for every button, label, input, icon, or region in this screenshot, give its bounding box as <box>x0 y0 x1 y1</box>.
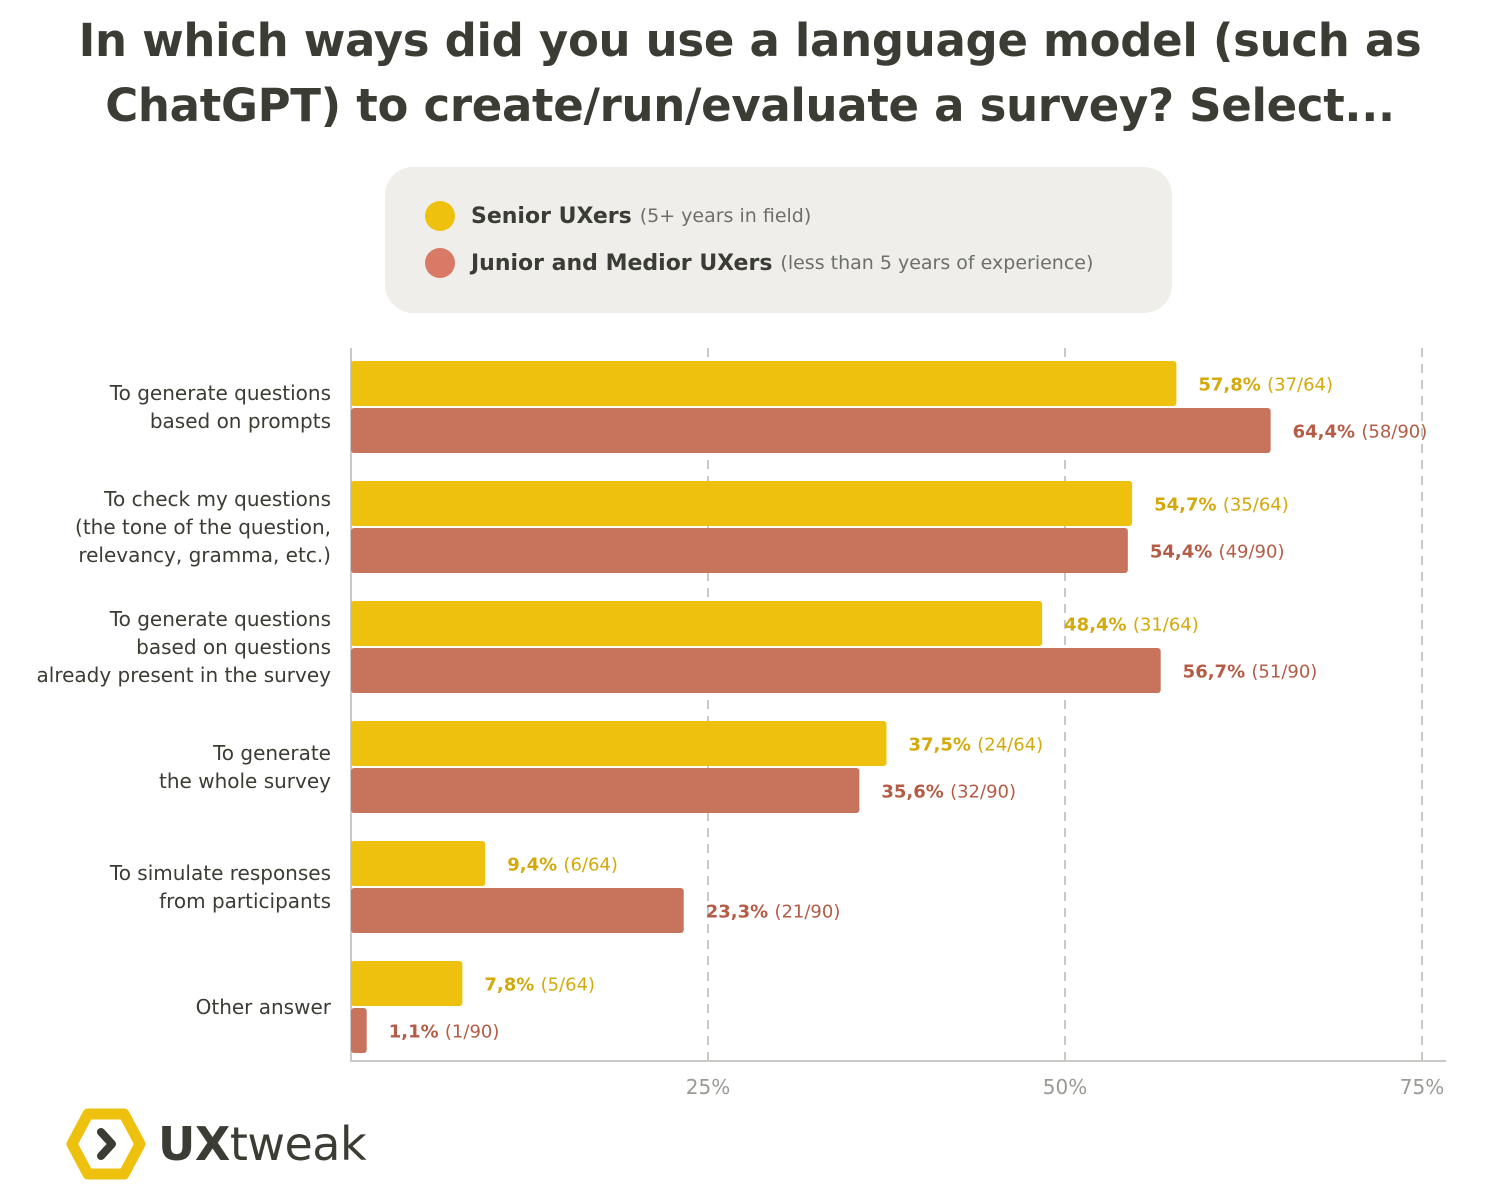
data-label-pct-junior-1: 64,4% <box>1293 422 1362 443</box>
logo-wordmark-regular: tweak <box>229 1117 367 1171</box>
data-label-senior-4: 37,5% (24/64) <box>909 735 1044 756</box>
category-label-1-line-1: To generate questions <box>109 381 331 405</box>
legend-item-junior: Junior and Medior UXers (less than 5 yea… <box>425 246 1093 280</box>
bar-senior-4 <box>351 721 887 766</box>
category-label-2-line-3: relevancy, gramma, etc.) <box>78 543 331 567</box>
bar-senior-3 <box>351 601 1043 646</box>
x-tick-label-25: 25% <box>686 1075 730 1099</box>
data-label-pct-senior-6: 7,8% <box>484 975 540 996</box>
data-label-junior-6: 1,1% (1/90) <box>389 1022 500 1043</box>
data-label-senior-1: 57,8% (37/64) <box>1198 375 1333 396</box>
category-label-4-line-1: To generate <box>212 741 331 765</box>
data-label-pct-senior-5: 9,4% <box>507 855 563 876</box>
bar-junior-5 <box>351 888 684 933</box>
data-label-pct-junior-3: 56,7% <box>1183 662 1252 683</box>
x-tick-label-50: 50% <box>1043 1075 1087 1099</box>
data-label-pct-senior-2: 54,7% <box>1154 495 1223 516</box>
data-label-pct-senior-1: 57,8% <box>1198 375 1267 396</box>
legend-note-junior: (less than 5 years of experience) <box>780 252 1094 274</box>
data-label-count-junior-2: (49/90) <box>1219 542 1285 563</box>
title-line-1: In which ways did you use a language mod… <box>78 14 1422 67</box>
bar-senior-5 <box>351 841 486 886</box>
category-label-1-line-2: based on prompts <box>150 409 331 433</box>
legend: Senior UXers (5+ years in field) Junior … <box>385 167 1172 313</box>
category-label-3-line-2: based on questions <box>136 635 331 659</box>
category-label-3-line-3: already present in the survey <box>37 663 332 687</box>
data-label-count-senior-1: (37/64) <box>1267 375 1333 396</box>
data-label-pct-senior-3: 48,4% <box>1064 615 1133 636</box>
data-label-pct-senior-4: 37,5% <box>909 735 978 756</box>
bar-junior-2 <box>351 528 1128 573</box>
bar-senior-6 <box>351 961 463 1006</box>
x-tick-label-75: 75% <box>1400 1075 1444 1099</box>
legend-label-senior: Senior UXers <box>471 203 632 229</box>
data-label-pct-junior-6: 1,1% <box>389 1022 445 1043</box>
data-label-senior-3: 48,4% (31/64) <box>1064 615 1199 636</box>
bar-junior-6 <box>351 1008 367 1053</box>
data-label-pct-junior-5: 23,3% <box>706 902 775 923</box>
logo-wordmark: UXtweak <box>158 1117 367 1171</box>
category-label-3-line-1: To generate questions <box>109 607 331 631</box>
legend-label-junior: Junior and Medior UXers <box>471 250 773 276</box>
data-label-count-junior-1: (58/90) <box>1361 422 1427 443</box>
category-label-5-line-1: To simulate responses <box>109 861 331 885</box>
category-label-5-line-2: from participants <box>159 889 331 913</box>
legend-swatch-senior <box>425 201 455 231</box>
data-label-count-senior-3: (31/64) <box>1133 615 1199 636</box>
data-label-senior-5: 9,4% (6/64) <box>507 855 618 876</box>
data-label-junior-5: 23,3% (21/90) <box>706 902 841 923</box>
data-label-senior-6: 7,8% (5/64) <box>484 975 595 996</box>
data-label-count-junior-3: (51/90) <box>1251 662 1317 683</box>
bar-junior-4 <box>351 768 860 813</box>
data-label-junior-3: 56,7% (51/90) <box>1183 662 1318 683</box>
legend-item-senior: Senior UXers (5+ years in field) <box>425 199 811 233</box>
data-label-count-junior-5: (21/90) <box>774 902 840 923</box>
data-label-count-junior-6: (1/90) <box>445 1022 499 1043</box>
data-label-senior-2: 54,7% (35/64) <box>1154 495 1289 516</box>
logo-wordmark-bold: UX <box>158 1117 230 1171</box>
data-label-pct-junior-4: 35,6% <box>881 782 950 803</box>
title-line-2: ChatGPT) to create/run/evaluate a survey… <box>105 79 1395 132</box>
data-label-count-senior-5: (6/64) <box>563 855 617 876</box>
data-label-count-junior-4: (32/90) <box>950 782 1016 803</box>
data-label-pct-junior-2: 54,4% <box>1150 542 1219 563</box>
legend-note-senior: (5+ years in field) <box>639 205 812 227</box>
category-label-4-line-2: the whole survey <box>159 769 331 793</box>
data-label-count-senior-6: (5/64) <box>541 975 595 996</box>
data-label-count-senior-4: (24/64) <box>977 735 1043 756</box>
bar-senior-2 <box>351 481 1133 526</box>
legend-swatch-junior <box>425 248 455 278</box>
category-label-2-line-1: To check my questions <box>103 487 331 511</box>
bar-junior-1 <box>351 408 1271 453</box>
category-label-6-line-1: Other answer <box>196 995 332 1019</box>
uxtweak-logo: UXtweak <box>66 1108 367 1180</box>
hexagon-logo-icon <box>66 1108 146 1180</box>
data-label-count-senior-2: (35/64) <box>1223 495 1289 516</box>
bar-senior-1 <box>351 361 1177 406</box>
category-label-2-line-2: (the tone of the question, <box>75 515 331 539</box>
chart-title: In which ways did you use a language mod… <box>0 8 1500 138</box>
data-label-junior-4: 35,6% (32/90) <box>881 782 1016 803</box>
data-label-junior-2: 54,4% (49/90) <box>1150 542 1285 563</box>
bar-junior-3 <box>351 648 1161 693</box>
data-label-junior-1: 64,4% (58/90) <box>1293 422 1428 443</box>
